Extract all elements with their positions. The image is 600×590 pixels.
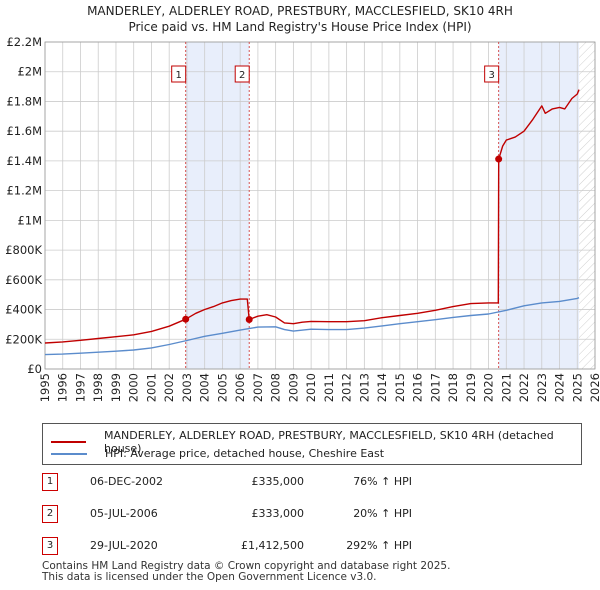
sale-label-text: 2 (239, 70, 245, 81)
x-tick-label: 2010 (304, 373, 318, 402)
legend-label-property: MANDERLEY, ALDERLEY ROAD, PRESTBURY, MAC… (104, 429, 554, 455)
y-tick-label: £200K (5, 332, 42, 346)
y-tick-label: £1.2M (6, 184, 42, 198)
x-tick-label: 1996 (56, 373, 70, 402)
y-tick-label: £2.2M (6, 35, 42, 49)
x-tick-label: 2009 (286, 373, 300, 402)
footer-notice: Contains HM Land Registry data © Crown c… (42, 561, 450, 583)
sale-label-box (484, 65, 500, 83)
x-tick-label: 1999 (109, 373, 123, 402)
footer-line-copyright: Contains HM Land Registry data © Crown c… (42, 560, 451, 572)
x-tick-label: 2019 (464, 373, 478, 402)
plot-border (44, 41, 596, 370)
sale-point (182, 315, 190, 323)
sale-number-badge: 1 (42, 473, 58, 491)
x-tick-label: 2006 (233, 373, 247, 402)
legend-label-hpi: HPI: Average price, detached house, Ches… (105, 447, 385, 460)
sale-row: 1 06-DEC-2002 £335,000 76% ↑ HPI (42, 473, 582, 491)
sale-number-badge: 2 (42, 505, 58, 523)
sale-price: £335,000 (251, 475, 305, 488)
chart-subtitle: Price paid vs. HM Land Registry's House … (128, 20, 472, 34)
x-tick-label: 2008 (269, 373, 283, 402)
x-tick-label: 2011 (322, 373, 336, 402)
x-tick-label: 2002 (162, 373, 176, 402)
x-tick-label: 1997 (73, 373, 87, 402)
x-tick-label: 2004 (198, 373, 212, 402)
y-tick-label: £600K (5, 273, 42, 287)
sale-price: £1,412,500 (241, 539, 304, 552)
y-tick-label: £400K (5, 303, 42, 317)
x-tick-label: 2001 (144, 373, 158, 402)
x-tick-label: 2018 (446, 373, 460, 402)
shaded-period (185, 42, 250, 369)
x-tick-label: 2022 (517, 373, 531, 402)
chart-legend: MANDERLEY, ALDERLEY ROAD, PRESTBURY, MAC… (42, 423, 582, 465)
sale-hpi-change: 20% ↑ HPI (353, 507, 412, 520)
sale-hpi-change: 76% ↑ HPI (353, 475, 412, 488)
y-tick-label: £1.4M (6, 154, 42, 168)
forecast-region (579, 42, 595, 369)
legend-swatch-property (51, 441, 86, 443)
sale-label-text: 3 (488, 70, 494, 81)
x-tick-label: 2013 (357, 373, 371, 402)
sale-date: 29-JUL-2020 (90, 539, 158, 552)
sale-row: 3 29-JUL-2020 £1,412,500 292% ↑ HPI (42, 537, 582, 555)
y-tick-label: £1M (17, 213, 42, 227)
y-tick-label: £2M (17, 65, 42, 79)
x-tick-label: 1998 (91, 373, 105, 402)
hpi-line (44, 297, 580, 356)
x-tick-label: 2026 (588, 373, 600, 402)
x-tick-label: 2024 (553, 373, 567, 402)
x-tick-label: 2012 (340, 373, 354, 402)
x-tick-label: 2023 (535, 373, 549, 402)
sale-label-box (234, 65, 250, 83)
legend-swatch-hpi (51, 452, 87, 455)
y-tick-label: £1.6M (6, 124, 42, 138)
x-tick-label: 2017 (428, 373, 442, 402)
x-tick-label: 2007 (251, 373, 265, 402)
sale-label-box (171, 65, 187, 83)
y-tick-label: £800K (5, 243, 42, 257)
sale-point (245, 316, 253, 324)
x-tick-label: 2005 (215, 373, 229, 402)
chart-title: MANDERLEY, ALDERLEY ROAD, PRESTBURY, MAC… (87, 4, 513, 18)
sale-date: 05-JUL-2006 (90, 507, 158, 520)
x-tick-label: 1995 (38, 373, 52, 402)
sale-price: £333,000 (251, 507, 305, 520)
y-tick-label: £1.8M (6, 94, 42, 108)
price-chart: £0 £200K £400K £600K £800K £1M £1.2M £1.4M £1.6M… (5, 35, 600, 402)
x-tick-label: 2014 (375, 373, 389, 402)
y-tick-label: £0 (27, 362, 42, 376)
x-tick-label: 2021 (499, 373, 513, 402)
x-tick-label: 2003 (180, 373, 194, 402)
x-tick-label: 2020 (482, 373, 496, 402)
x-tick-label: 2016 (411, 373, 425, 402)
legend-entry-hpi: HPI: Average price, detached house, Ches… (51, 447, 384, 460)
shaded-period (498, 42, 580, 369)
x-tick-label: 2015 (393, 373, 407, 402)
legend-entry-property: MANDERLEY, ALDERLEY ROAD, PRESTBURY, MAC… (51, 429, 581, 455)
footer-line-licence: This data is licensed under the Open Gov… (42, 571, 377, 583)
sale-row: 2 05-JUL-2006 £333,000 20% ↑ HPI (42, 505, 582, 523)
sale-point (495, 155, 503, 163)
sale-hpi-change: 292% ↑ HPI (346, 539, 412, 552)
sale-label-text: 1 (176, 70, 182, 81)
x-tick-label: 2025 (570, 373, 584, 402)
sale-date: 06-DEC-2002 (90, 475, 164, 488)
sale-number-badge: 3 (42, 537, 58, 555)
x-tick-label: 2000 (127, 373, 141, 402)
